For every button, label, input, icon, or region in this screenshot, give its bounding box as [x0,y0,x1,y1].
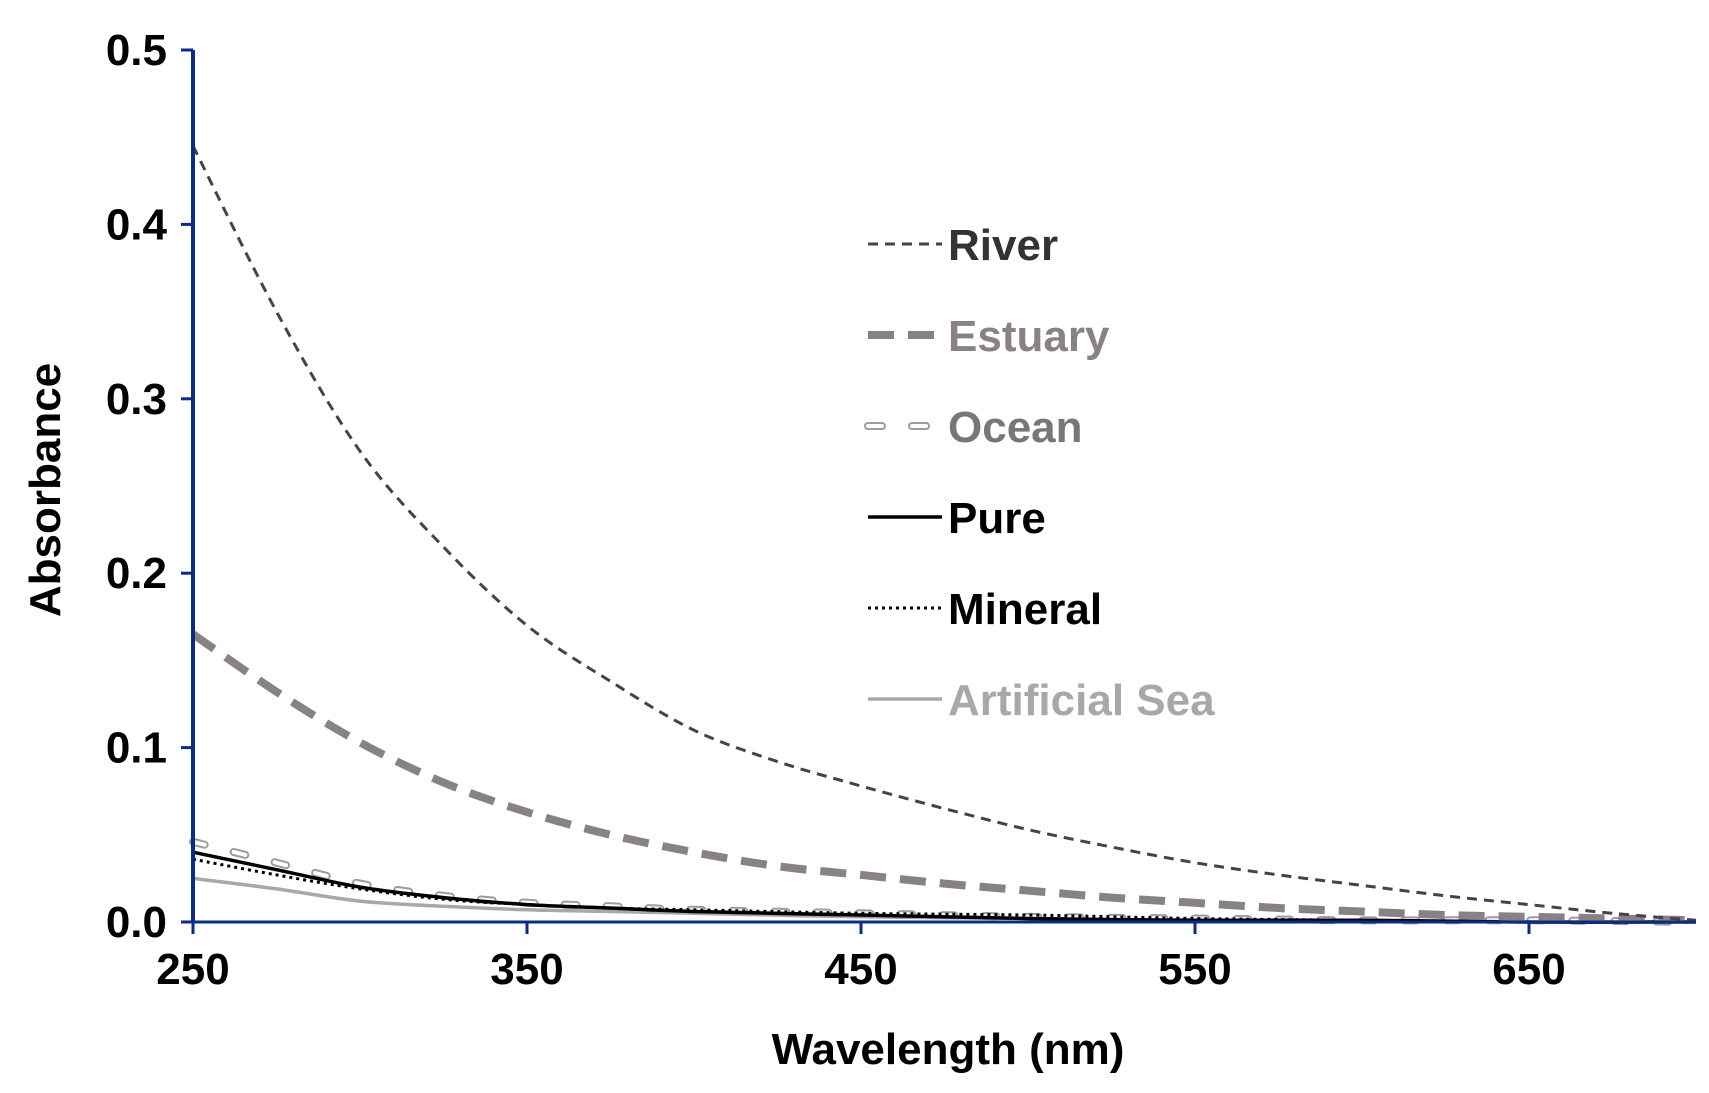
legend-label: Ocean [948,403,1083,452]
y-tick-label: 0.5 [106,26,167,75]
y-axis-title: Absorbance [21,363,70,617]
series-line-estuary [190,630,1697,925]
legend-item-river: River [868,221,1058,270]
x-tick-label: 450 [824,945,897,994]
legend-label: Pure [948,494,1046,543]
legend-item-estuary: Estuary [868,312,1110,361]
x-tick-label: 550 [1158,945,1231,994]
axes [191,50,1696,924]
legend-item-artificial-sea: Artificial Sea [868,676,1215,725]
x-tick-label: 250 [156,945,229,994]
legend: River Estuary Ocean Pure Mineral Artificial S… [864,221,1215,725]
legend-item-pure: Pure [868,494,1046,543]
plot-lines [189,145,1700,926]
y-tick-label: 0.1 [106,724,167,773]
x-ticks: 250 350 450 550 650 [156,922,1566,994]
legend-item-ocean: Ocean [864,403,1083,452]
y-tick-label: 0.3 [106,375,167,424]
y-ticks: 0.0 0.1 0.2 0.3 0.4 0.5 [106,26,193,947]
legend-item-mineral: Mineral [868,585,1102,634]
legend-label: River [948,221,1058,270]
legend-label: Artificial Sea [948,676,1215,725]
legend-label: Estuary [948,312,1110,361]
x-axis-title: Wavelength (nm) [772,1025,1125,1074]
x-tick-label: 350 [490,945,563,994]
x-tick-label: 650 [1492,945,1565,994]
y-tick-label: 0.2 [106,549,167,598]
legend-label: Mineral [948,585,1102,634]
y-tick-label: 0.4 [106,200,168,249]
series-line-river [191,145,1697,922]
y-tick-label: 0.0 [106,898,167,947]
